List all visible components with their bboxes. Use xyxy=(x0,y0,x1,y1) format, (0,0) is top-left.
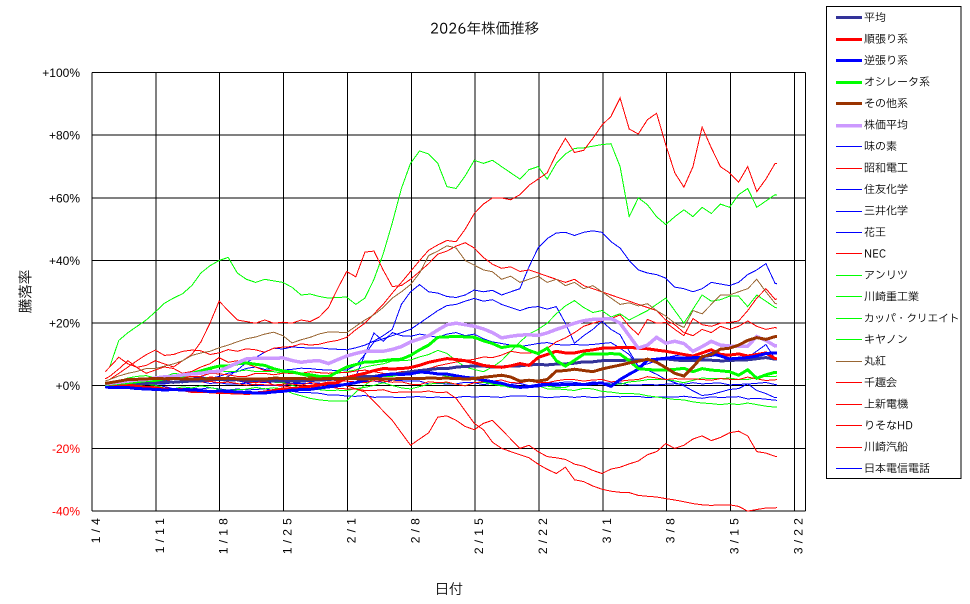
svg-text:2/8: 2/8 xyxy=(408,514,422,543)
svg-text:3/15: 3/15 xyxy=(728,514,742,554)
svg-text:3/22: 3/22 xyxy=(792,514,806,554)
svg-text:+0%: +0% xyxy=(56,379,81,393)
svg-text:3/8: 3/8 xyxy=(664,514,678,543)
svg-text:+100%: +100% xyxy=(42,66,80,80)
svg-text:2/15: 2/15 xyxy=(472,514,486,554)
svg-text:2/22: 2/22 xyxy=(536,514,550,554)
svg-text:3/1: 3/1 xyxy=(600,514,614,543)
svg-text:1/25: 1/25 xyxy=(281,514,295,554)
svg-text:2/1: 2/1 xyxy=(344,514,358,543)
svg-text:+40%: +40% xyxy=(49,254,80,268)
svg-text:+20%: +20% xyxy=(49,317,80,331)
svg-text:+80%: +80% xyxy=(49,129,80,143)
svg-text:1/11: 1/11 xyxy=(153,514,167,553)
svg-text:-40%: -40% xyxy=(52,505,80,519)
svg-text:1/4: 1/4 xyxy=(89,514,103,543)
svg-text:+60%: +60% xyxy=(49,191,80,205)
svg-text:1/18: 1/18 xyxy=(217,514,231,554)
svg-text:-20%: -20% xyxy=(52,442,80,456)
